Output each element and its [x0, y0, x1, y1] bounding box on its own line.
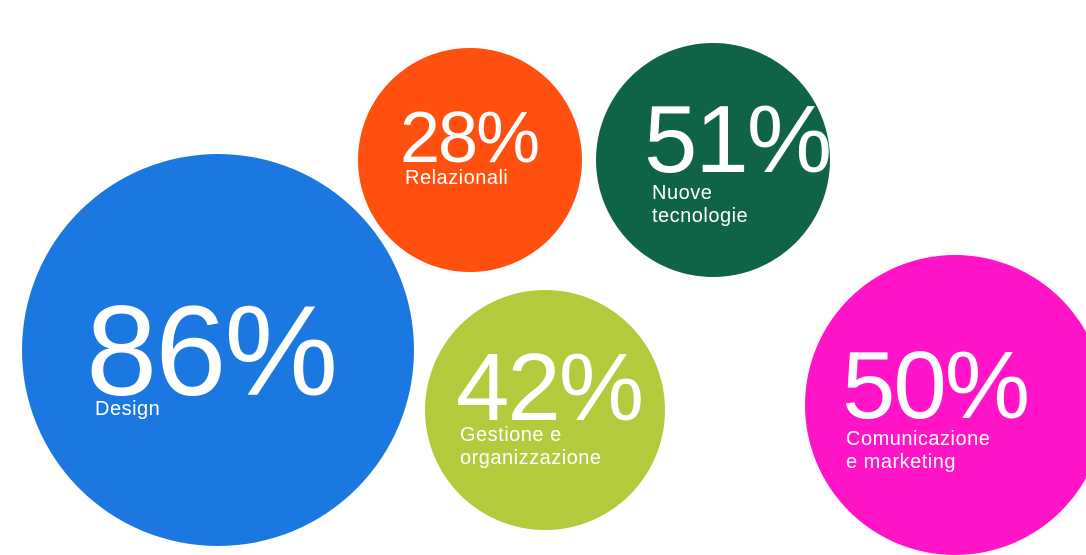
value-label: 86% — [86, 280, 338, 423]
value-label: 50% — [842, 332, 1030, 439]
value-label: 51% — [644, 86, 832, 193]
value-label: 42% — [456, 334, 644, 441]
category-label: Gestione e organizzazione — [460, 424, 602, 469]
bubble — [358, 48, 582, 272]
value-label: 28% — [400, 98, 540, 178]
bubble — [596, 43, 830, 277]
bubble — [22, 154, 414, 546]
category-label: Design — [95, 398, 161, 420]
category-label: Nuove tecnologie — [652, 182, 749, 227]
category-label: Comunicazione e marketing — [846, 428, 991, 473]
bubble — [805, 255, 1086, 555]
category-label: Relazionali — [405, 167, 509, 189]
bubble — [425, 290, 665, 530]
